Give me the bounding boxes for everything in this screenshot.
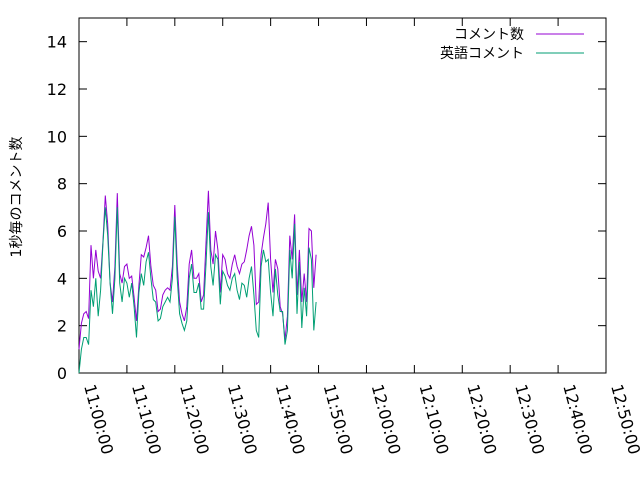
y-tick-label: 14	[47, 33, 67, 52]
y-tick-label: 4	[57, 269, 67, 288]
x-tick-label: 11:20:00	[176, 382, 213, 456]
y-axis-title: 1秒毎のコメント数	[9, 137, 25, 258]
legend-label: 英語コメント	[440, 45, 524, 62]
y-tick-label: 2	[57, 317, 67, 336]
x-tick-label: 12:40:00	[559, 382, 596, 456]
legend-label: コメント数	[454, 27, 524, 43]
x-tick-label: 12:10:00	[415, 382, 452, 456]
x-tick-label: 11:30:00	[224, 382, 261, 456]
y-tick-label: 8	[57, 175, 67, 194]
x-axis: 11:00:00 11:10:00 11:20:00 11:30:00 11:40:00…	[78, 18, 640, 456]
y-tick-label: 12	[47, 80, 67, 99]
x-tick-label: 12:30:00	[511, 382, 548, 456]
x-tick-label: 12:50:00	[607, 382, 640, 456]
y-axis: 0 2 4 6 8 10 12 14	[47, 33, 606, 383]
x-tick-label: 11:00:00	[80, 382, 117, 456]
y-tick-label: 10	[47, 127, 67, 146]
y-tick-label: 0	[57, 364, 67, 383]
series-line-2	[78, 207, 317, 374]
plot-area	[78, 17, 607, 374]
x-tick-label: 11:50:00	[320, 382, 357, 456]
x-tick-label: 12:00:00	[368, 382, 405, 456]
series-layer	[78, 190, 317, 374]
x-tick-label: 11:40:00	[272, 382, 309, 456]
plot-border	[78, 17, 607, 374]
x-tick-label: 12:20:00	[463, 382, 500, 456]
y-tick-label: 6	[57, 222, 67, 241]
series-line-1	[78, 190, 317, 350]
x-tick-label: 11:10:00	[128, 382, 165, 456]
